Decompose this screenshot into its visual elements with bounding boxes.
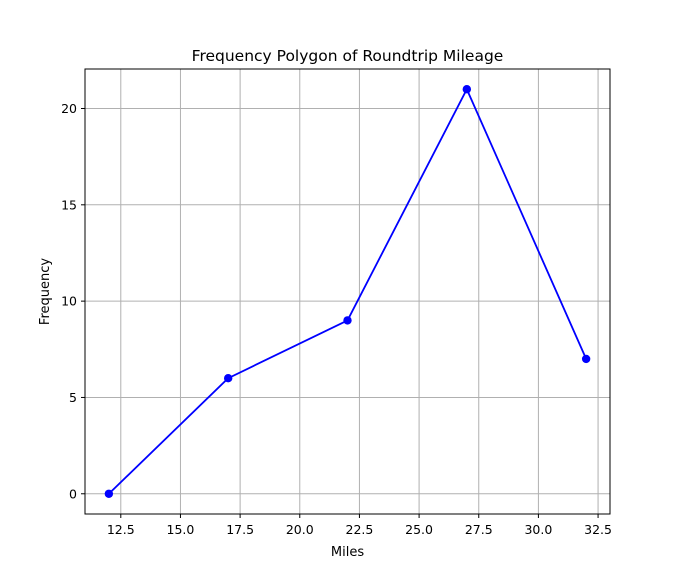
x-axis-label: Miles [331,545,364,560]
data-point [223,373,233,383]
tick-marks: 12.5 15.0 17.5 20.0 22.5 25.0 27.5 30.0 32.5 0 5 10… [61,101,612,537]
x-tick-label: 27.5 [465,522,493,537]
x-tick-label: 25.0 [405,522,433,537]
x-tick-label: 20.0 [286,522,314,537]
grid-lines [85,69,610,514]
plot-frame [84,68,611,515]
x-tick-label: 30.0 [524,522,552,537]
y-tick-label: 10 [61,294,77,309]
data-point [581,354,591,364]
data-point [343,316,352,325]
x-tick-label: 22.5 [346,522,374,537]
y-tick-label: 5 [69,390,77,405]
x-tick-label: 17.5 [226,522,254,537]
y-axis-label: Frequency [38,258,53,325]
data-point [104,489,114,498]
x-tick-label: 15.0 [167,522,195,537]
y-tick-label: 15 [61,197,77,212]
series-layer [104,85,591,498]
y-tick-label: 20 [61,101,77,116]
chart-title: Frequency Polygon of Roundtrip Mileage [192,47,504,65]
x-tick-label: 12.5 [107,522,135,537]
y-tick-label: 0 [69,486,77,501]
x-tick-label: 32.5 [584,522,612,537]
data-point [462,85,472,94]
